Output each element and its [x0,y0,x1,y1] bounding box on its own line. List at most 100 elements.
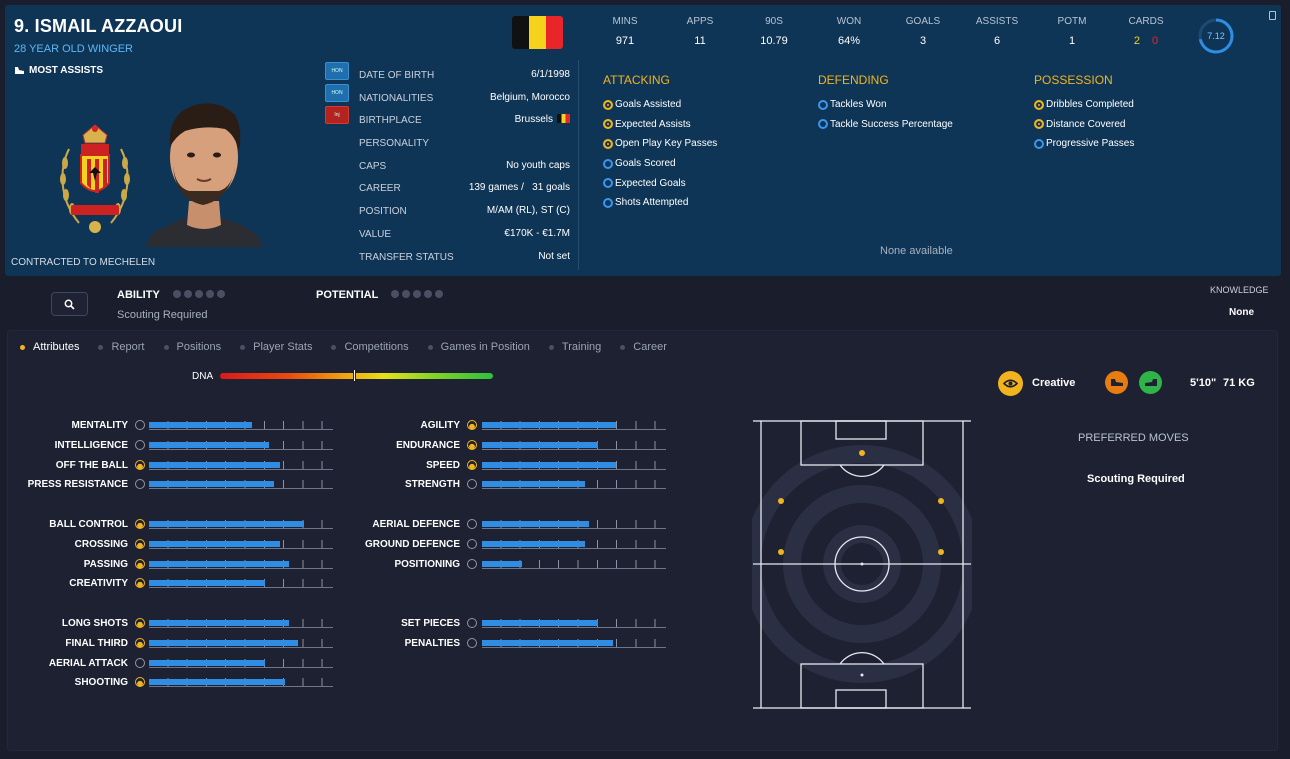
attribute-name: CROSSING [74,538,128,550]
tab-attributes[interactable]: Attributes [20,341,79,353]
highlight-gauge-icon [135,578,145,589]
attribute-row-speed[interactable]: SPEED [338,457,666,477]
attribute-row-positioning[interactable]: POSITIONING [338,556,666,576]
average-rating[interactable]: 7.12 [1197,17,1235,55]
attribute-bar-fill [482,639,613,646]
attribute-name: SHOOTING [74,677,128,689]
stat-item[interactable]: Tackles Won [818,95,1038,115]
attribute-bar-fill [149,659,265,666]
attribute-row-aerial-defence[interactable]: AERIAL DEFENCE [338,516,666,536]
attribute-row-endurance[interactable]: ENDURANCE [338,437,666,457]
stat-apps: APPS 11 [665,16,735,47]
belgium-flag[interactable] [512,16,563,49]
stat-item[interactable]: Progressive Passes [1034,134,1254,154]
empty-pip [194,290,203,298]
stat-item[interactable]: Expected Goals [603,173,823,193]
stat-item[interactable]: Open Play Key Passes [603,134,823,154]
tab-career[interactable]: Career [620,341,667,353]
potential-pips [391,290,444,298]
info-value-wrap[interactable]: Brussels [515,114,570,125]
flag-stripe [512,16,529,49]
bar-baseline [149,448,333,450]
left-foot-icon[interactable] [1105,371,1128,394]
attribute-row-aerial-attack[interactable]: AERIAL ATTACK [8,655,333,675]
tab-positions[interactable]: Positions [163,341,222,353]
attribute-bar-track [482,440,666,450]
attribute-bar-track [149,638,333,648]
attribute-row-intelligence[interactable]: INTELLIGENCE [8,437,333,457]
stat-item-label: Shots Attempted [615,197,689,209]
info-value: €170K - €1.7M [504,227,570,239]
unselected-dot-icon [603,158,613,169]
attribute-row-set-pieces[interactable]: SET PIECES [338,615,666,635]
stat-item[interactable]: Distance Covered [1034,115,1254,135]
attribute-row-final-third[interactable]: FINAL THIRD [8,635,333,655]
attribute-row-crossing[interactable]: CROSSING [8,536,333,556]
attribute-name: BALL CONTROL [49,518,128,530]
attribute-row-shooting[interactable]: SHOOTING [8,674,333,694]
attributes-column-right: AGILITY ENDURANCE SPEED STRENGTH AERIAL DEFE… [338,417,666,655]
attribute-row-passing[interactable]: PASSING [8,556,333,576]
attribute-row-strength[interactable]: STRENGTH [338,476,666,496]
unselected-dot-icon [603,197,613,208]
right-foot-icon[interactable] [1139,371,1162,394]
tab-player-stats[interactable]: Player Stats [240,341,312,353]
attribute-row-press-resistance[interactable]: PRESS RESISTANCE [8,476,333,496]
bar-baseline [149,646,333,648]
info-value: M/AM (RL), ST (C) [486,205,570,217]
ability-label: ABILITY [117,289,160,301]
attribute-name: STRENGTH [405,479,460,491]
tab-competitions[interactable]: Competitions [331,341,409,353]
stat-item[interactable]: Shots Attempted [603,193,823,213]
tab-label: Positions [176,341,222,353]
empty-pip [435,290,444,298]
status-chip-hon[interactable]: HON [325,62,349,80]
tab-report[interactable]: Report [98,341,145,353]
player-name[interactable]: 9. ISMAIL AZZAOUI [14,16,183,36]
club-crest [60,124,130,233]
status-chip-injury[interactable]: Inj [325,106,349,124]
stat-item[interactable]: Goals Assisted [603,95,823,115]
attribute-name: GROUND DEFENCE [364,538,460,550]
attribute-row-penalties[interactable]: PENALTIES [338,635,666,655]
stat-item[interactable]: Expected Assists [603,115,823,135]
info-row-nationalities: NATIONALITIES Belgium, Morocco [358,88,570,111]
highlight-gauge-icon [135,637,145,648]
info-row-transfer-status: TRANSFER STATUS Not set [358,247,570,270]
attribute-bar-fill [149,461,280,468]
tab-games-in-position[interactable]: Games in Position [427,341,530,353]
tab-training[interactable]: Training [548,341,601,353]
info-label: POSITION [359,206,407,218]
attribute-row-ball-control[interactable]: BALL CONTROL [8,516,333,536]
search-button[interactable] [51,292,88,316]
gauge-icon [467,637,477,648]
attribute-bar-track [482,559,666,569]
ability-rating: ABILITY [117,289,225,301]
tab-label: Games in Position [440,341,530,353]
rating-value: 7.12 [1207,31,1225,41]
tab-bar: Attributes Report Positions Player Stats… [20,341,686,353]
attribute-row-creativity[interactable]: CREATIVITY [8,575,333,595]
eye-icon[interactable] [998,371,1023,396]
stat-assists: ASSISTS 6 [962,16,1032,47]
attribute-row-long-shots[interactable]: LONG SHOTS [8,615,333,635]
stat-item[interactable]: Goals Scored [603,154,823,174]
attribute-row-ground-defence[interactable]: GROUND DEFENCE [338,536,666,556]
stat-90s: 90S 10.79 [739,16,809,47]
clipboard-icon[interactable] [1269,11,1276,20]
stat-header: POTM [1057,16,1087,27]
attribute-name: SET PIECES [401,617,460,629]
stat-item[interactable]: Tackle Success Percentage [818,115,1038,135]
attribute-row-off-the-ball[interactable]: OFF THE BALL [8,457,333,477]
attribute-row-mentality[interactable]: MENTALITY [8,417,333,437]
contract-status[interactable]: CONTRACTED TO MECHELEN [11,257,156,268]
attribute-row-agility[interactable]: AGILITY [338,417,666,437]
stat-item[interactable]: Dribbles Completed [1034,95,1254,115]
info-value[interactable]: Belgium, Morocco [489,91,570,103]
status-chip-hon[interactable]: HON [325,84,349,102]
info-label: VALUE [359,228,392,240]
attribute-bar-track [482,618,666,628]
gauge-icon [467,538,477,549]
attribute-bar-track [149,618,333,628]
attribute-spacer [338,496,666,516]
